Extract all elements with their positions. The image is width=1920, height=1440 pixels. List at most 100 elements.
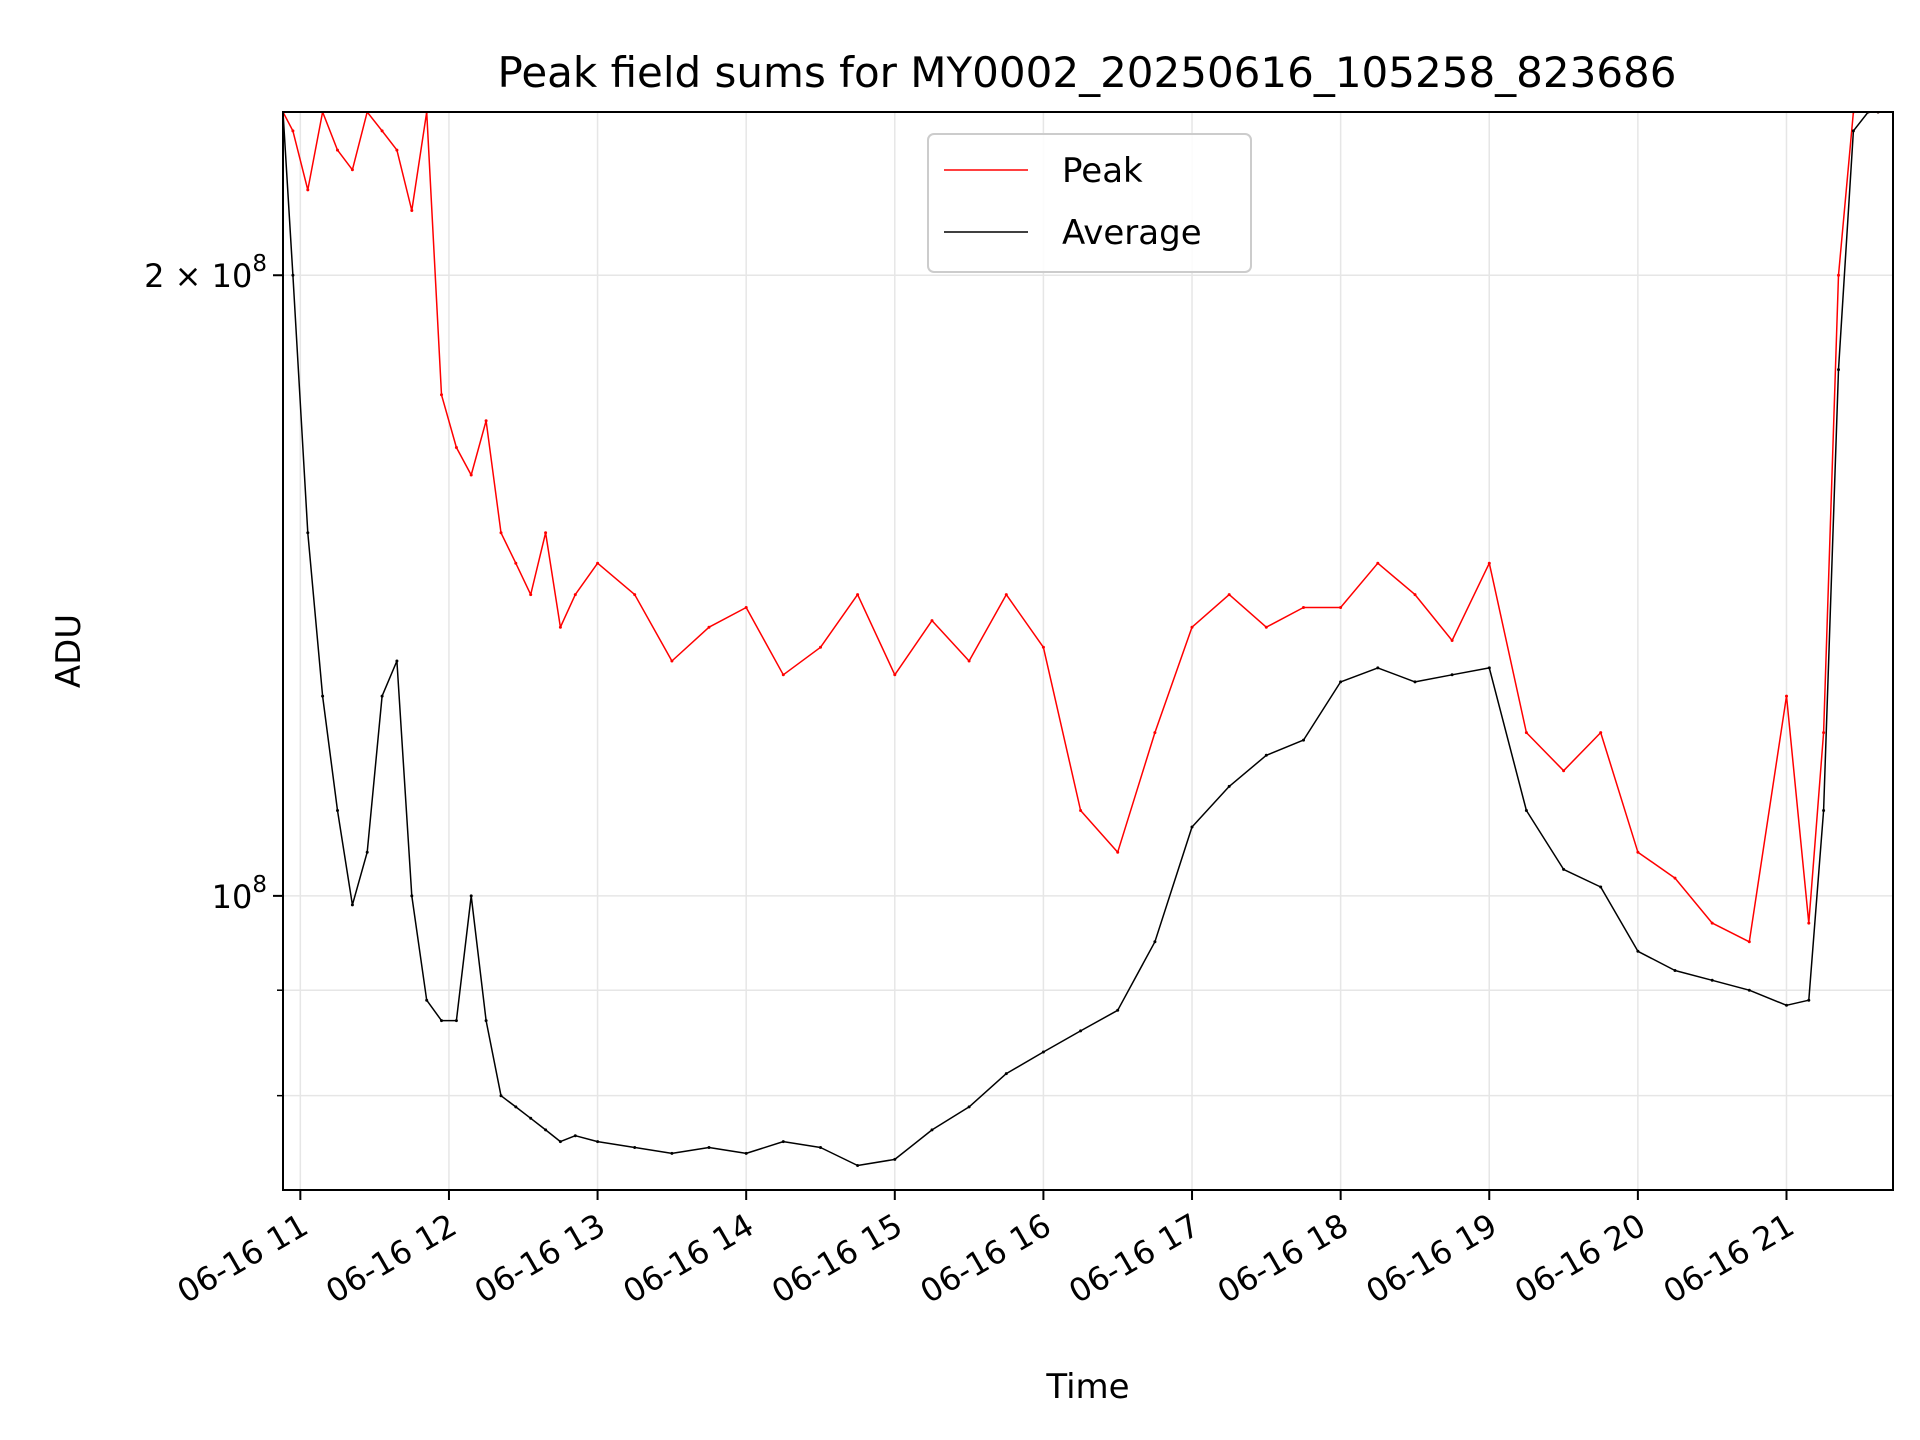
data-point-average xyxy=(1710,978,1714,982)
data-point-average xyxy=(306,531,310,535)
data-point-average xyxy=(1227,784,1231,788)
data-point-average xyxy=(425,998,429,1002)
y-tick-label: 108 xyxy=(212,872,267,916)
data-point-average xyxy=(1487,666,1491,670)
data-point-peak xyxy=(1822,731,1826,735)
data-point-peak xyxy=(633,593,637,597)
x-axis-title: Time xyxy=(1045,1367,1129,1407)
data-point-average xyxy=(454,1019,458,1023)
data-point-average xyxy=(596,1140,600,1144)
data-point-average xyxy=(1851,129,1855,133)
data-point-peak xyxy=(469,473,473,477)
data-point-average xyxy=(1807,998,1811,1002)
data-point-average xyxy=(440,1019,443,1023)
data-point-peak xyxy=(856,593,860,597)
y-axis-title: ADU xyxy=(49,614,89,688)
data-point-peak xyxy=(893,673,897,677)
data-point-average xyxy=(336,809,339,812)
data-point-average xyxy=(781,1140,785,1144)
data-point-peak xyxy=(440,393,443,397)
data-point-peak xyxy=(930,619,934,623)
data-point-average xyxy=(1302,738,1305,742)
data-point-peak xyxy=(1837,273,1840,277)
data-point-peak xyxy=(529,593,533,597)
series-layer xyxy=(283,112,1880,1167)
data-point-peak xyxy=(707,625,711,629)
data-point-average xyxy=(1785,1003,1788,1007)
data-point-peak xyxy=(1004,593,1008,597)
data-point-average xyxy=(1041,1050,1045,1054)
data-point-average xyxy=(1636,949,1640,953)
data-point-average xyxy=(633,1146,637,1149)
data-point-peak xyxy=(1785,694,1788,698)
legend-box xyxy=(927,133,1252,273)
data-point-peak xyxy=(1041,645,1045,649)
data-point-peak xyxy=(395,148,399,152)
data-point-peak xyxy=(484,419,488,423)
data-point-average xyxy=(707,1146,711,1149)
data-point-average xyxy=(544,1128,548,1132)
y-tick-label: 2 × 108 xyxy=(144,251,267,295)
chart-title: Peak field sums for MY0002_20250616_1052… xyxy=(497,48,1676,97)
data-point-peak xyxy=(1710,921,1714,925)
data-point-average xyxy=(1599,885,1603,889)
data-point-peak xyxy=(1227,593,1231,597)
data-point-average xyxy=(1079,1029,1083,1033)
data-point-peak xyxy=(1339,606,1343,609)
data-point-peak xyxy=(1079,809,1083,812)
data-point-peak xyxy=(596,561,600,565)
data-point-average xyxy=(1376,666,1380,670)
data-point-average xyxy=(744,1151,748,1155)
data-point-peak xyxy=(544,531,548,535)
data-point-average xyxy=(529,1116,533,1120)
data-point-average xyxy=(350,903,354,907)
data-point-peak xyxy=(514,561,518,565)
data-point-average xyxy=(1747,988,1751,992)
legend: Peak Average xyxy=(927,133,1252,273)
data-point-average xyxy=(365,850,369,854)
data-point-peak xyxy=(1487,561,1491,565)
data-point-peak xyxy=(1264,625,1268,629)
data-point-peak xyxy=(1599,731,1603,735)
data-point-peak xyxy=(499,531,503,535)
data-point-peak xyxy=(1376,561,1380,565)
data-point-average xyxy=(1153,940,1157,944)
data-point-peak xyxy=(1116,850,1120,854)
data-point-average xyxy=(670,1151,674,1155)
data-point-average xyxy=(1413,680,1417,684)
data-point-peak xyxy=(819,645,822,649)
data-point-average xyxy=(499,1094,503,1098)
data-point-peak xyxy=(1153,731,1157,735)
data-point-peak xyxy=(350,168,354,172)
series-line-average xyxy=(283,112,1879,1167)
data-point-peak xyxy=(1636,850,1640,854)
data-point-peak xyxy=(1562,769,1566,773)
data-point-average xyxy=(893,1157,897,1161)
data-point-peak xyxy=(1524,731,1528,735)
data-point-peak xyxy=(291,129,295,133)
data-point-peak xyxy=(1413,593,1417,597)
data-point-average xyxy=(1450,673,1454,677)
data-point-average xyxy=(856,1164,860,1167)
grid xyxy=(283,112,1893,1190)
series-line-peak xyxy=(283,112,1879,943)
data-point-peak xyxy=(670,659,674,663)
data-point-peak xyxy=(1450,639,1454,642)
data-point-peak xyxy=(744,606,748,609)
data-point-peak xyxy=(1747,940,1751,944)
data-point-average xyxy=(395,659,399,663)
data-point-peak xyxy=(336,148,339,152)
data-point-average xyxy=(1562,867,1566,871)
data-point-average xyxy=(1116,1008,1120,1012)
plot-frame xyxy=(282,111,1894,1191)
legend-label-average: Average xyxy=(1062,213,1202,253)
data-point-average xyxy=(573,1134,577,1138)
data-point-average xyxy=(1004,1072,1008,1076)
data-point-peak xyxy=(781,673,785,677)
data-point-average xyxy=(1822,809,1826,812)
data-point-average xyxy=(291,273,295,277)
data-point-average xyxy=(410,894,414,898)
data-point-peak xyxy=(1190,625,1194,629)
data-point-average xyxy=(1673,969,1677,972)
